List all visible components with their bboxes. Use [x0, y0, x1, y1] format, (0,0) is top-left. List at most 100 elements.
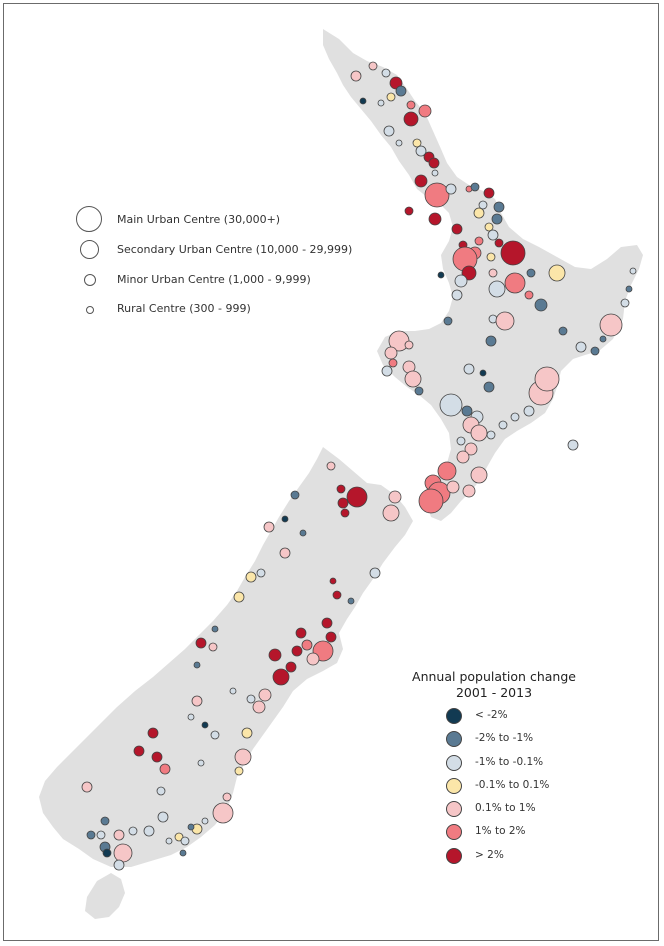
color-legend-row: > 2% — [409, 847, 599, 870]
centre-marker — [377, 99, 385, 107]
centre-marker — [470, 466, 488, 484]
centre-marker — [301, 639, 313, 651]
new-zealand-map — [39, 29, 643, 919]
centre-marker — [174, 832, 184, 842]
swatch-icon — [446, 777, 462, 794]
centre-marker — [279, 547, 291, 559]
centre-marker — [484, 222, 494, 232]
centre-marker — [418, 488, 444, 514]
centre-marker — [534, 298, 548, 312]
centre-marker — [326, 461, 336, 471]
centre-marker — [159, 763, 171, 775]
centre-marker — [295, 627, 307, 639]
centre-marker — [479, 369, 487, 377]
centre-marker — [156, 786, 166, 796]
centre-marker — [478, 200, 488, 210]
size-legend-row-minor: Minor Urban Centre (1,000 - 9,999) — [74, 264, 374, 294]
land-layer — [39, 29, 643, 919]
centre-marker — [381, 365, 393, 377]
color-legend-row: 1% to 2% — [409, 823, 599, 846]
centre-marker — [100, 816, 110, 826]
centre-marker — [523, 405, 535, 417]
centre-marker — [418, 104, 432, 118]
centre-marker — [567, 439, 579, 451]
swatch-icon — [446, 708, 462, 724]
color-legend-title: Annual population change — [412, 669, 576, 684]
centre-marker — [470, 424, 488, 442]
centre-marker — [290, 490, 300, 500]
centre-marker — [590, 346, 600, 356]
centre-marker — [299, 529, 307, 537]
centre-marker — [470, 182, 480, 192]
centre-marker — [151, 751, 163, 763]
centre-marker — [414, 174, 428, 188]
size-legend-row-main: Main Urban Centre (30,000+) — [74, 204, 374, 234]
centre-marker — [193, 661, 201, 669]
size-legend-label: Main Urban Centre (30,000+) — [117, 213, 281, 226]
centre-marker — [446, 480, 460, 494]
centre-marker — [340, 508, 350, 518]
centre-marker — [456, 450, 470, 464]
centre-marker — [404, 370, 422, 388]
centre-marker — [386, 92, 396, 102]
centre-marker — [187, 823, 195, 831]
centre-marker — [534, 366, 560, 392]
centre-marker — [504, 272, 526, 294]
centre-marker — [256, 568, 266, 578]
centre-marker — [487, 229, 499, 241]
south-island — [39, 447, 413, 867]
centre-marker — [346, 486, 368, 508]
centre-marker — [147, 727, 159, 739]
centre-marker — [381, 68, 391, 78]
centre-marker — [395, 139, 403, 147]
centre-marker — [456, 436, 466, 446]
centre-marker — [321, 617, 333, 629]
centre-marker — [180, 836, 190, 846]
color-legend-label: -0.1% to 0.1% — [475, 778, 550, 791]
size-legend-row-secondary: Secondary Urban Centre (10,000 - 29,999) — [74, 234, 374, 264]
color-legend-row: -2% to -1% — [409, 730, 599, 753]
centre-marker — [229, 687, 237, 695]
centre-marker — [268, 648, 282, 662]
centre-marker — [428, 157, 440, 169]
north-island — [323, 29, 643, 521]
centre-marker — [384, 346, 398, 360]
centre-marker — [143, 825, 155, 837]
centre-marker — [412, 138, 422, 148]
centre-marker — [272, 668, 290, 686]
centre-marker — [133, 745, 145, 757]
centre-marker — [245, 571, 257, 583]
centre-marker — [488, 280, 506, 298]
centre-marker — [128, 826, 138, 836]
swatch-icon — [446, 847, 462, 864]
centre-marker — [575, 341, 587, 353]
centre-marker — [201, 721, 209, 729]
color-legend-label: 0.1% to 1% — [475, 802, 536, 815]
size-legend-row-rural: Rural Centre (300 - 999) — [74, 294, 374, 324]
circle-tiny-icon — [86, 306, 94, 314]
swatch-icon — [446, 824, 462, 841]
color-legend-label: < -2% — [475, 709, 508, 721]
centre-marker — [113, 843, 133, 863]
centre-marker — [625, 285, 633, 293]
centre-marker — [486, 430, 496, 440]
centre-marker — [415, 145, 427, 157]
centre-marker — [498, 420, 508, 430]
size-legend-label: Secondary Urban Centre (10,000 - 29,999) — [117, 243, 353, 256]
centre-marker — [222, 792, 232, 802]
centre-marker — [281, 515, 289, 523]
centre-marker — [494, 238, 504, 248]
centre-marker — [201, 817, 209, 825]
centre-marker — [620, 298, 630, 308]
color-legend-row: < -2% — [409, 707, 599, 730]
centre-marker — [359, 97, 367, 105]
centre-marker — [414, 386, 424, 396]
centre-marker — [113, 829, 125, 841]
centre-marker — [488, 268, 498, 278]
centre-marker — [337, 497, 349, 509]
centre-marker — [210, 730, 220, 740]
circle-medium-icon — [80, 240, 99, 259]
centre-marker — [462, 484, 476, 498]
centre-marker — [510, 412, 520, 422]
centre-marker — [329, 577, 337, 585]
